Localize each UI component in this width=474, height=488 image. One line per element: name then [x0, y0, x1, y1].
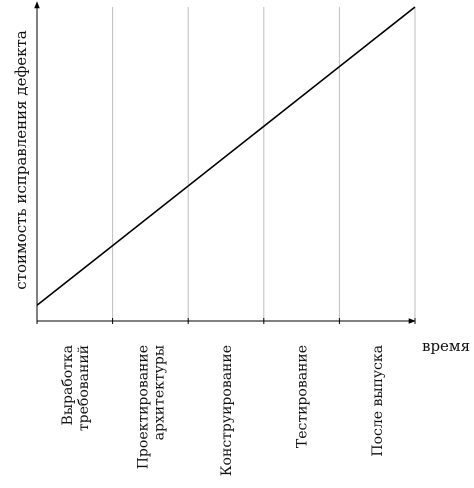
category-label-line: Выработка: [60, 345, 76, 425]
y-axis-label: стоимость исправления дефекта: [12, 30, 30, 289]
category-label: Выработкатребований: [60, 345, 92, 431]
category-label: После выпуска: [370, 345, 386, 457]
category-labels: Выработкатребований Проектированиеархитек…: [60, 345, 386, 476]
category-label-line: Тестирование: [295, 345, 311, 448]
category-label: Проектированиеархитектуры: [135, 345, 167, 469]
category-label-line: требований: [76, 345, 92, 431]
series-line: [36, 6, 416, 306]
series: [36, 6, 416, 306]
x-axis-label: время: [422, 337, 470, 355]
category-label-line: Проектирование: [135, 345, 151, 469]
category-label-line: архитектуры: [151, 345, 167, 440]
category-label-line: Конструирование: [219, 345, 235, 476]
category-label: Конструирование: [219, 345, 235, 476]
x-ticks: [36, 318, 416, 324]
grid-lines: [112, 7, 416, 321]
axes: [34, 1, 416, 324]
category-label: Тестирование: [295, 345, 311, 448]
category-label-line: После выпуска: [370, 345, 386, 457]
